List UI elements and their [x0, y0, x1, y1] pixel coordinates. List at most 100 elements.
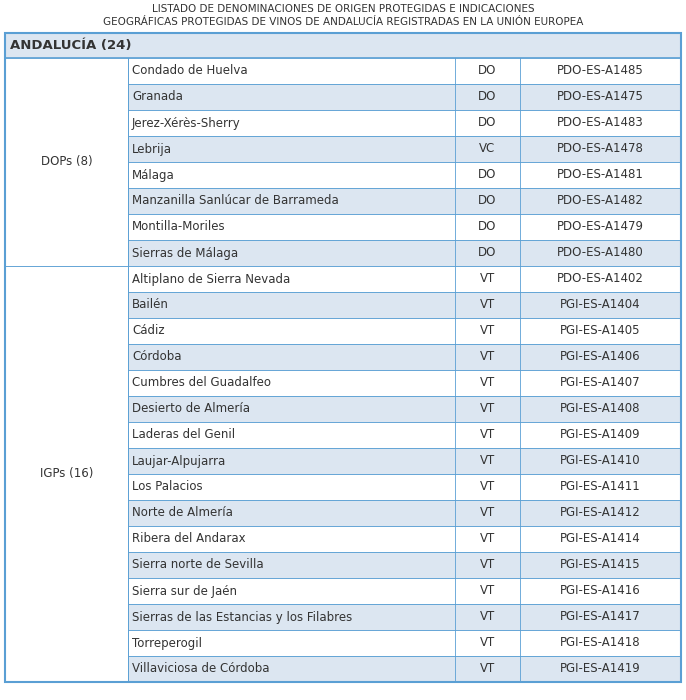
- Text: PGI-ES-A1404: PGI-ES-A1404: [560, 298, 641, 312]
- Text: PGI-ES-A1406: PGI-ES-A1406: [560, 351, 641, 363]
- Bar: [5, 396, 681, 422]
- Bar: [5, 58, 128, 266]
- Text: PGI-ES-A1411: PGI-ES-A1411: [560, 480, 641, 494]
- Bar: [5, 162, 681, 188]
- Bar: [5, 110, 681, 136]
- Text: VT: VT: [480, 298, 495, 312]
- Bar: [5, 500, 681, 526]
- Text: VT: VT: [480, 454, 495, 468]
- Text: PGI-ES-A1407: PGI-ES-A1407: [560, 377, 641, 389]
- Text: IGPs (16): IGPs (16): [40, 468, 93, 480]
- Text: VT: VT: [480, 480, 495, 494]
- Bar: [5, 214, 681, 240]
- Text: PDO-ES-A1480: PDO-ES-A1480: [557, 246, 644, 260]
- Text: Villaviciosa de Córdoba: Villaviciosa de Córdoba: [132, 662, 270, 676]
- Text: Lebrija: Lebrija: [132, 143, 172, 155]
- Text: Sierras de Málaga: Sierras de Málaga: [132, 246, 238, 260]
- Bar: [5, 526, 681, 552]
- Text: VT: VT: [480, 428, 495, 442]
- Text: PGI-ES-A1417: PGI-ES-A1417: [560, 610, 641, 624]
- Text: VT: VT: [480, 325, 495, 337]
- Text: PGI-ES-A1412: PGI-ES-A1412: [560, 507, 641, 519]
- Text: DOPs (8): DOPs (8): [40, 155, 93, 169]
- Bar: [5, 240, 681, 266]
- Text: ANDALUCÍA (24): ANDALUCÍA (24): [10, 39, 132, 52]
- Bar: [5, 84, 681, 110]
- Text: VT: VT: [480, 584, 495, 598]
- Text: PDO-ES-A1402: PDO-ES-A1402: [557, 272, 644, 286]
- Text: Bailén: Bailén: [132, 298, 169, 312]
- Text: Laderas del Genil: Laderas del Genil: [132, 428, 235, 442]
- Text: PDO-ES-A1482: PDO-ES-A1482: [557, 195, 644, 207]
- Text: DO: DO: [478, 169, 497, 181]
- Text: VC: VC: [480, 143, 495, 155]
- Text: PGI-ES-A1416: PGI-ES-A1416: [560, 584, 641, 598]
- Text: PDO-ES-A1483: PDO-ES-A1483: [557, 116, 644, 130]
- Text: Córdoba: Córdoba: [132, 351, 182, 363]
- Bar: [5, 33, 681, 58]
- Text: DO: DO: [478, 246, 497, 260]
- Bar: [5, 448, 681, 474]
- Text: Málaga: Málaga: [132, 169, 175, 181]
- Text: PGI-ES-A1410: PGI-ES-A1410: [560, 454, 641, 468]
- Text: PDO-ES-A1479: PDO-ES-A1479: [557, 220, 644, 234]
- Text: VT: VT: [480, 402, 495, 416]
- Text: Desierto de Almería: Desierto de Almería: [132, 402, 250, 416]
- Text: VT: VT: [480, 351, 495, 363]
- Text: Sierra norte de Sevilla: Sierra norte de Sevilla: [132, 559, 263, 571]
- Text: VT: VT: [480, 559, 495, 571]
- Bar: [5, 630, 681, 656]
- Text: Jerez-Xérès-Sherry: Jerez-Xérès-Sherry: [132, 116, 241, 130]
- Text: PDO-ES-A1478: PDO-ES-A1478: [557, 143, 644, 155]
- Text: PGI-ES-A1415: PGI-ES-A1415: [560, 559, 641, 571]
- Text: PGI-ES-A1405: PGI-ES-A1405: [560, 325, 641, 337]
- Bar: [5, 266, 681, 292]
- Bar: [5, 292, 681, 318]
- Text: PGI-ES-A1408: PGI-ES-A1408: [560, 402, 641, 416]
- Text: Montilla-Moriles: Montilla-Moriles: [132, 220, 226, 234]
- Text: VT: VT: [480, 533, 495, 545]
- Text: Sierras de las Estancias y los Filabres: Sierras de las Estancias y los Filabres: [132, 610, 352, 624]
- Bar: [5, 318, 681, 344]
- Text: VT: VT: [480, 507, 495, 519]
- Text: Torreperogil: Torreperogil: [132, 636, 202, 650]
- Bar: [5, 188, 681, 214]
- Bar: [5, 136, 681, 162]
- Text: DO: DO: [478, 116, 497, 130]
- Bar: [5, 552, 681, 578]
- Bar: [5, 474, 681, 500]
- Bar: [5, 604, 681, 630]
- Text: PGI-ES-A1418: PGI-ES-A1418: [560, 636, 641, 650]
- Text: Laujar-Alpujarra: Laujar-Alpujarra: [132, 454, 226, 468]
- Text: Condado de Huelva: Condado de Huelva: [132, 64, 248, 78]
- Text: VT: VT: [480, 272, 495, 286]
- Text: VT: VT: [480, 662, 495, 676]
- Text: PDO-ES-A1485: PDO-ES-A1485: [557, 64, 644, 78]
- Text: PGI-ES-A1419: PGI-ES-A1419: [560, 662, 641, 676]
- Text: Sierra sur de Jaén: Sierra sur de Jaén: [132, 584, 237, 598]
- Bar: [5, 578, 681, 604]
- Text: Los Palacios: Los Palacios: [132, 480, 202, 494]
- Text: VT: VT: [480, 610, 495, 624]
- Text: PDO-ES-A1481: PDO-ES-A1481: [557, 169, 644, 181]
- Bar: [5, 370, 681, 396]
- Text: Cádiz: Cádiz: [132, 325, 165, 337]
- Text: PGI-ES-A1409: PGI-ES-A1409: [560, 428, 641, 442]
- Text: VT: VT: [480, 636, 495, 650]
- Text: DO: DO: [478, 195, 497, 207]
- Text: DO: DO: [478, 90, 497, 104]
- Bar: [5, 58, 681, 84]
- Text: Granada: Granada: [132, 90, 183, 104]
- Text: Altiplano de Sierra Nevada: Altiplano de Sierra Nevada: [132, 272, 290, 286]
- Text: GEOGRÁFICAS PROTEGIDAS DE VINOS DE ANDALUCÍA REGISTRADAS EN LA UNIÓN EUROPEA: GEOGRÁFICAS PROTEGIDAS DE VINOS DE ANDAL…: [103, 17, 583, 27]
- Text: PDO-ES-A1475: PDO-ES-A1475: [557, 90, 644, 104]
- Text: DO: DO: [478, 220, 497, 234]
- Text: Manzanilla Sanlúcar de Barrameda: Manzanilla Sanlúcar de Barrameda: [132, 195, 339, 207]
- Text: Cumbres del Guadalfeo: Cumbres del Guadalfeo: [132, 377, 271, 389]
- Bar: [5, 344, 681, 370]
- Text: Ribera del Andarax: Ribera del Andarax: [132, 533, 246, 545]
- Text: LISTADO DE DENOMINACIONES DE ORIGEN PROTEGIDAS E INDICACIONES: LISTADO DE DENOMINACIONES DE ORIGEN PROT…: [152, 4, 534, 14]
- Bar: [5, 656, 681, 682]
- Text: DO: DO: [478, 64, 497, 78]
- Text: VT: VT: [480, 377, 495, 389]
